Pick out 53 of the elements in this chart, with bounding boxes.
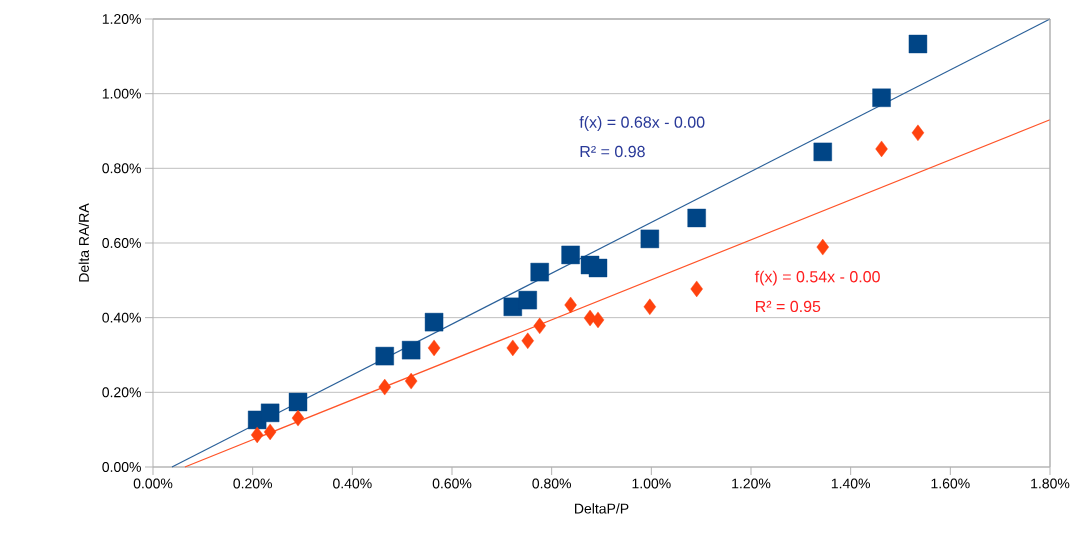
x-tick-label: 1.60% <box>931 478 970 489</box>
point <box>564 296 577 314</box>
y-tick-label: 0.40% <box>102 312 141 323</box>
point <box>690 280 703 298</box>
point <box>424 312 444 332</box>
x-tick-label: 1.80% <box>1031 478 1070 489</box>
y-tick-label: 1.20% <box>102 14 141 24</box>
x-tick-label: 1.00% <box>632 478 671 489</box>
point <box>521 332 534 349</box>
x-tick-label: 1.20% <box>732 478 771 489</box>
annotation: f(x) = 0.68x - 0.00 <box>579 116 705 131</box>
point <box>378 378 391 396</box>
point <box>588 258 608 278</box>
y-tick-label: 0.20% <box>102 387 141 398</box>
point <box>911 124 925 142</box>
point <box>687 208 706 228</box>
x-tick-label: 0.80% <box>532 478 572 489</box>
x-axis-title: DeltaP/P <box>575 503 629 514</box>
x-tick-label: 0.40% <box>333 478 372 489</box>
point <box>404 372 418 390</box>
point <box>375 346 394 366</box>
point <box>561 245 580 265</box>
point <box>263 423 277 441</box>
point <box>872 88 891 107</box>
annotation: R² = 0.95 <box>756 300 821 313</box>
point <box>640 229 660 249</box>
y-tick-label: 0.60% <box>102 238 141 248</box>
y-tick-label: 1.00% <box>102 88 141 99</box>
point <box>813 142 832 162</box>
x-tick-label: 0.20% <box>233 478 273 489</box>
point <box>291 409 305 427</box>
x-tick-label: 0.60% <box>432 478 472 489</box>
y-axis-title: Delta RA/RA <box>78 203 89 282</box>
y-tick-label: 0.80% <box>102 163 141 174</box>
x-tick-label: 0.00% <box>133 478 173 489</box>
point <box>518 290 537 310</box>
y-tick-label: 0.00% <box>102 462 141 472</box>
point <box>288 392 308 412</box>
point <box>643 298 657 316</box>
point <box>260 403 280 423</box>
point <box>591 311 605 329</box>
point <box>875 140 888 158</box>
point <box>250 426 264 444</box>
annotation: f(x) = 0.54x - 0.00 <box>754 270 880 286</box>
x-tick-label: 1.40% <box>831 478 871 489</box>
point <box>533 317 546 335</box>
point <box>908 34 928 54</box>
annotation: R² = 0.98 <box>580 145 645 158</box>
point <box>506 339 519 357</box>
point <box>401 340 421 360</box>
point <box>816 238 829 256</box>
point <box>427 339 441 357</box>
point <box>530 262 549 282</box>
